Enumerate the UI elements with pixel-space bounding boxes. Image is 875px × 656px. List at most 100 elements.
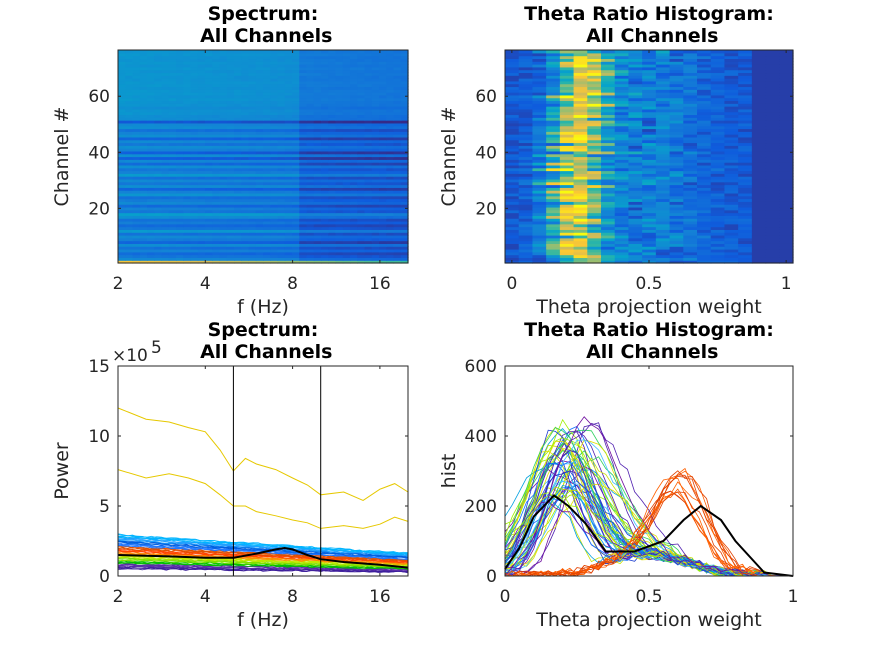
- heatmap-cell: [299, 55, 308, 60]
- heatmap-cell: [371, 103, 380, 107]
- heatmap-cell: [190, 198, 199, 202]
- heatmap-cell: [393, 190, 402, 194]
- heatmap-cell: [400, 69, 409, 74]
- heatmap-cell: [683, 142, 698, 146]
- heatmap-cell: [212, 148, 221, 152]
- heatmap-cell: [546, 142, 561, 146]
- y-axis-label: Channel #: [438, 107, 460, 207]
- heatmap-cell: [400, 220, 409, 225]
- heatmap-cell: [738, 229, 753, 233]
- heatmap-cell: [248, 106, 257, 110]
- heatmap-cell: [559, 66, 575, 71]
- heatmap-cell: [313, 198, 322, 202]
- heatmap-cell: [710, 192, 726, 197]
- heatmap-cell: [335, 86, 344, 90]
- heatmap-cell: [263, 117, 271, 121]
- heatmap-cell: [176, 232, 184, 236]
- heatmap-cell: [655, 206, 671, 211]
- heatmap-cell: [321, 173, 329, 177]
- heatmap-cell: [393, 251, 402, 256]
- heatmap-cell: [350, 232, 358, 236]
- heatmap-cell: [197, 195, 206, 200]
- heatmap-cell: [132, 83, 141, 88]
- heatmap-cell: [234, 64, 242, 68]
- heatmap-cell: [125, 150, 134, 155]
- heatmap-cell: [176, 75, 184, 79]
- heatmap-cell: [277, 187, 286, 191]
- heatmap-cell: [313, 106, 322, 110]
- heatmap-cell: [573, 69, 588, 74]
- heatmap-cell: [724, 122, 739, 127]
- heatmap-cell: [386, 173, 395, 177]
- heatmap-cell: [724, 246, 739, 250]
- heatmap-cell: [335, 92, 344, 96]
- heatmap-cell: [642, 257, 657, 261]
- heatmap-cell: [601, 218, 616, 222]
- heatmap-cell: [393, 232, 402, 236]
- heatmap-cell: [655, 108, 671, 113]
- heatmap-cell: [400, 246, 409, 250]
- heatmap-cell: [212, 106, 221, 110]
- heatmap-cell: [263, 237, 271, 242]
- heatmap-cell: [386, 206, 395, 211]
- heatmap-cell: [284, 209, 293, 214]
- heatmap-cell: [683, 89, 698, 93]
- heatmap-cell: [573, 94, 588, 99]
- heatmap-cell: [393, 145, 402, 149]
- heatmap-cell: [328, 80, 337, 85]
- heatmap-cell: [190, 218, 199, 222]
- heatmap-cell: [669, 190, 684, 194]
- heatmap-cell: [518, 66, 534, 71]
- heatmap-cell: [197, 198, 206, 202]
- heatmap-cell: [255, 246, 264, 250]
- heatmap-cell: [197, 184, 206, 188]
- heatmap-cell: [779, 86, 794, 90]
- heatmap-cell: [335, 178, 344, 183]
- heatmap-cell: [118, 142, 126, 146]
- heatmap-cell: [371, 190, 380, 194]
- heatmap-cell: [212, 64, 221, 68]
- heatmap-cell: [284, 167, 293, 172]
- heatmap-cell: [132, 223, 141, 228]
- heatmap-cell: [176, 58, 184, 62]
- heatmap-cell: [132, 131, 141, 135]
- heatmap-cell: [371, 192, 380, 197]
- heatmap-cell: [306, 114, 315, 118]
- heatmap-cell: [168, 136, 177, 141]
- heatmap-cell: [669, 226, 684, 230]
- heatmap-cell: [299, 246, 308, 250]
- heatmap-cell: [371, 254, 380, 258]
- heatmap-cell: [779, 61, 794, 65]
- heatmap-cell: [321, 176, 329, 180]
- heatmap-cell: [669, 201, 684, 205]
- heatmap-cell: [655, 145, 671, 149]
- heatmap-cell: [183, 240, 192, 244]
- heatmap-cell: [765, 187, 780, 191]
- heatmap-cell: [335, 164, 344, 169]
- heatmap-cell: [628, 243, 643, 247]
- heatmap-cell: [364, 69, 373, 74]
- heatmap-cell: [393, 243, 402, 247]
- heatmap-cell: [168, 100, 177, 104]
- heatmap-cell: [710, 86, 726, 90]
- heatmap-cell: [176, 204, 184, 208]
- heatmap-cell: [765, 139, 780, 144]
- heatmap-cell: [697, 142, 712, 146]
- heatmap-cell: [683, 181, 698, 186]
- heatmap-cell: [299, 176, 308, 180]
- heatmap-cell: [190, 125, 199, 130]
- heatmap-cell: [219, 164, 228, 169]
- heatmap-cell: [393, 204, 402, 208]
- heatmap-cell: [573, 106, 588, 110]
- heatmap-cell: [400, 251, 409, 256]
- heatmap-cell: [219, 111, 228, 116]
- heatmap-cell: [328, 220, 337, 225]
- heatmap-cell: [697, 58, 712, 62]
- heatmap-cell: [765, 178, 780, 183]
- heatmap-cell: [161, 128, 170, 132]
- heatmap-cell: [241, 212, 250, 216]
- heatmap-cell: [248, 178, 257, 183]
- heatmap-cell: [505, 128, 520, 132]
- heatmap-cell: [532, 114, 547, 118]
- heatmap-cell: [219, 61, 228, 65]
